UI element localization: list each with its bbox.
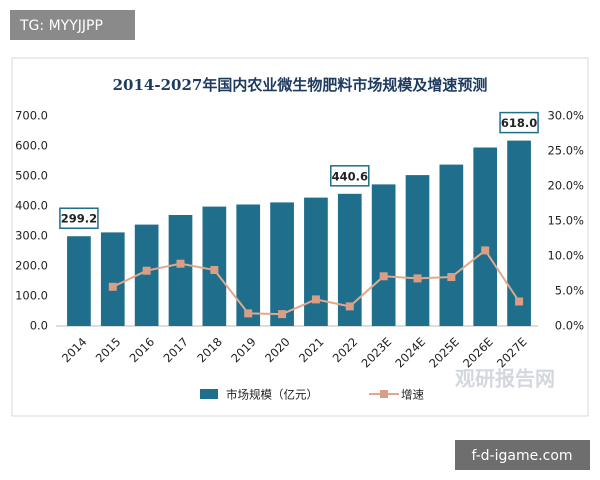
y-tick-label: 300.0 bbox=[15, 229, 48, 243]
y2-tick-label: 20.0% bbox=[547, 179, 584, 193]
tag-text: TG: MYYJJPP bbox=[19, 18, 103, 34]
value-label-box bbox=[499, 111, 539, 134]
y-tick-label: 500.0 bbox=[15, 169, 48, 183]
value-label-box bbox=[59, 207, 99, 229]
line-marker bbox=[413, 274, 422, 283]
line-marker bbox=[311, 295, 320, 304]
bar bbox=[236, 204, 261, 326]
bar bbox=[507, 140, 531, 326]
site-box bbox=[455, 440, 590, 470]
line-marker bbox=[142, 266, 151, 275]
y2-tick-label: 25.0% bbox=[547, 144, 584, 158]
y2-tick-label: 15.0% bbox=[547, 214, 584, 228]
bar bbox=[304, 197, 328, 326]
bar bbox=[337, 193, 362, 326]
bar bbox=[168, 215, 193, 326]
y-tick-label: 600.0 bbox=[15, 139, 48, 153]
line-marker bbox=[210, 266, 219, 274]
legend-label: 市场规模（亿元） bbox=[226, 388, 318, 402]
y2-tick-label: 10.0% bbox=[547, 249, 584, 263]
bar bbox=[134, 224, 159, 326]
y-tick-label: 0.0 bbox=[30, 319, 48, 333]
line-marker bbox=[515, 297, 524, 306]
y-tick-label: 700.0 bbox=[15, 109, 48, 123]
bar bbox=[100, 232, 125, 326]
line-marker bbox=[176, 259, 185, 268]
line-marker bbox=[345, 302, 354, 311]
value-label: 299.2 bbox=[61, 212, 97, 226]
y-tick-label: 200.0 bbox=[15, 259, 48, 273]
bar bbox=[405, 175, 430, 326]
y2-tick-label: 5.0% bbox=[555, 284, 584, 298]
y-tick-label: 400.0 bbox=[15, 199, 48, 213]
line-marker bbox=[244, 309, 253, 318]
legend-swatch bbox=[380, 390, 388, 398]
line-marker bbox=[108, 282, 117, 291]
value-label: 440.6 bbox=[332, 169, 368, 183]
y2-tick-label: 30.0% bbox=[547, 109, 584, 123]
value-label: 618.0 bbox=[501, 116, 537, 130]
value-label-box bbox=[330, 165, 370, 187]
y2-tick-label: 0.0% bbox=[555, 319, 584, 333]
line-marker bbox=[379, 272, 388, 281]
bar bbox=[439, 164, 464, 326]
y-tick-label: 100.0 bbox=[15, 289, 48, 303]
line-marker bbox=[481, 246, 490, 255]
watermark: 观研报告网 bbox=[455, 367, 555, 391]
bar bbox=[270, 202, 294, 326]
site-text: f-d-igame.com bbox=[471, 448, 572, 464]
chart-title: 2014-2027年国内农业微生物肥料市场规模及增速预测 bbox=[113, 76, 488, 94]
bar bbox=[67, 236, 91, 326]
line-marker bbox=[278, 310, 287, 319]
legend-label: 增速 bbox=[401, 388, 424, 402]
line-marker bbox=[447, 273, 456, 281]
tag-box bbox=[10, 10, 135, 40]
legend-swatch bbox=[200, 389, 218, 399]
bar bbox=[371, 184, 396, 326]
bar bbox=[473, 147, 498, 326]
